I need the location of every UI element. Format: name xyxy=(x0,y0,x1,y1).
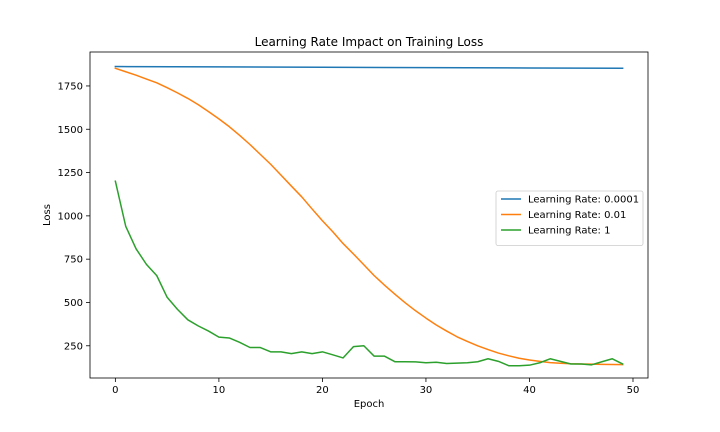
x-tick-label: 30 xyxy=(420,385,433,396)
x-tick-label: 10 xyxy=(213,385,226,396)
series-line-2 xyxy=(114,67,624,366)
legend-box xyxy=(495,190,644,246)
y-tick-label: 500 xyxy=(64,298,83,309)
y-tick-label: 1250 xyxy=(58,168,83,179)
chart-title: Learning Rate Impact on Training Loss xyxy=(255,35,484,49)
series-line-1 xyxy=(114,65,624,70)
series-line-3 xyxy=(114,180,624,367)
y-tick-label: 250 xyxy=(64,341,83,352)
legend-label: Learning Rate: 1 xyxy=(528,226,610,237)
y-tick-label: 1500 xyxy=(58,125,83,136)
legend-label: Learning Rate: 0.0001 xyxy=(528,195,639,206)
x-tick-label: 50 xyxy=(627,385,640,396)
x-tick-label: 20 xyxy=(316,385,329,396)
y-tick-label: 1750 xyxy=(58,81,83,92)
x-tick-label: 0 xyxy=(112,385,118,396)
y-tick-label: 750 xyxy=(64,255,83,266)
y-axis-label: Loss xyxy=(42,204,53,226)
legend-label: Learning Rate: 0.01 xyxy=(528,210,626,221)
x-tick-label: 40 xyxy=(523,385,536,396)
x-axis-label: Epoch xyxy=(354,399,385,410)
y-tick-label: 1000 xyxy=(58,211,83,222)
legend: Learning Rate: 0.0001 Learning Rate: 0.01… xyxy=(495,190,644,246)
plot-area xyxy=(89,51,649,379)
